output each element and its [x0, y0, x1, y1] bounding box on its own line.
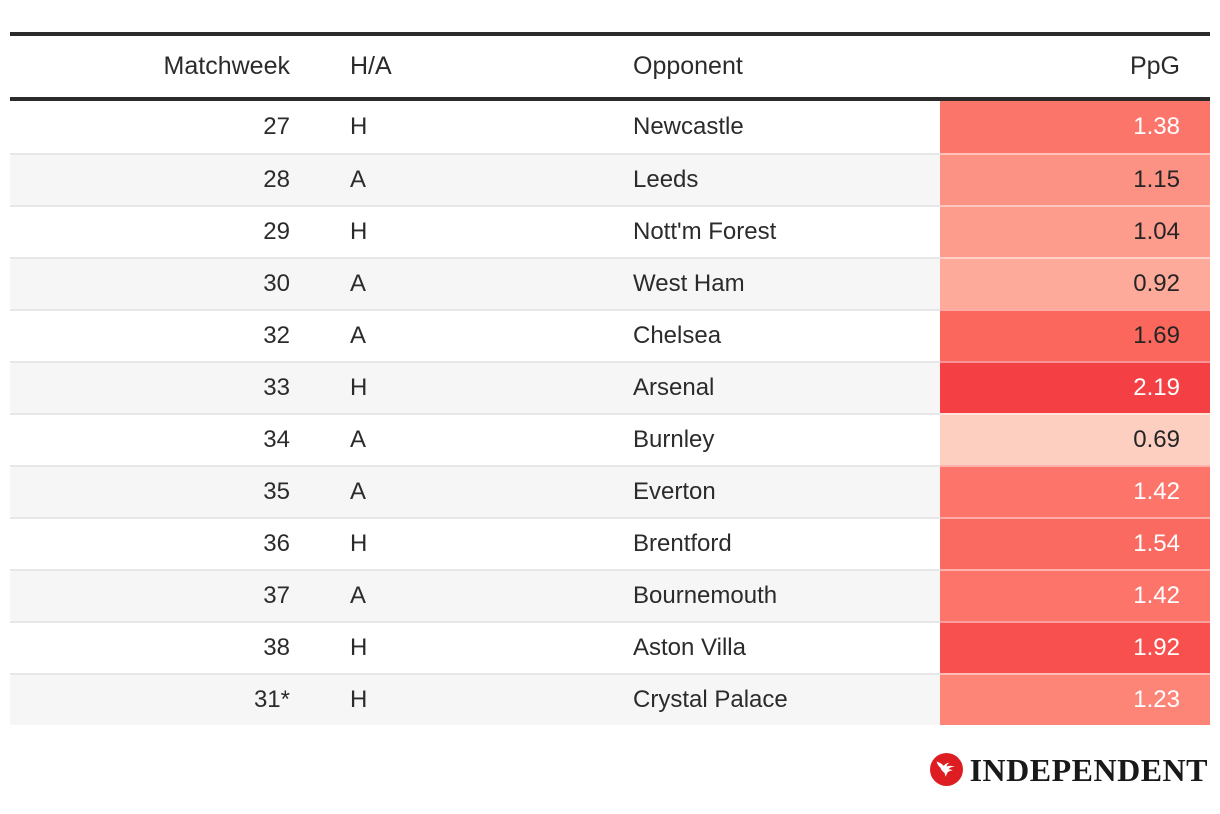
header-home-away: H/A — [350, 52, 392, 80]
ppg-cell: 1.04 — [940, 205, 1210, 257]
matchweek-cell: 29 — [263, 218, 290, 245]
home-away-cell: H — [350, 113, 368, 140]
home-away-cell: H — [350, 530, 368, 557]
footer: INDEPENDENT — [0, 753, 1208, 786]
table-row: 28 A Leeds 1.15 — [10, 153, 1210, 205]
opponent-cell: Arsenal — [633, 374, 715, 401]
home-away-cell: H — [350, 218, 368, 245]
opponent-cell: Nott'm Forest — [633, 218, 777, 245]
home-away-cell: H — [350, 374, 368, 401]
opponent-cell: Chelsea — [633, 322, 722, 349]
table-row: 30 A West Ham 0.92 — [10, 257, 1210, 309]
ppg-cell: 1.15 — [940, 153, 1210, 205]
home-away-cell: A — [350, 426, 367, 453]
fixtures-ppg-table: Matchweek H/A Opponent PpG 27 H Newcastl… — [10, 32, 1210, 725]
home-away-cell: A — [350, 270, 367, 297]
row-left-cells: 38 H Aston Villa — [10, 621, 940, 673]
row-left-cells: 28 A Leeds — [10, 153, 940, 205]
header-rule — [10, 97, 1210, 101]
ppg-cell: 1.69 — [940, 309, 1210, 361]
home-away-cell: A — [350, 166, 367, 193]
ppg-cell: 2.19 — [940, 361, 1210, 413]
table-row: 35 A Everton 1.42 — [10, 465, 1210, 517]
opponent-cell: Leeds — [633, 166, 699, 193]
header-matchweek: Matchweek — [163, 52, 290, 80]
home-away-cell: H — [350, 634, 368, 661]
matchweek-cell: 34 — [263, 426, 290, 453]
opponent-cell: Bournemouth — [633, 582, 778, 609]
row-left-cells: 37 A Bournemouth — [10, 569, 940, 621]
home-away-cell: H — [350, 686, 368, 713]
independent-wordmark: INDEPENDENT — [969, 751, 1208, 788]
ppg-cell: 0.92 — [940, 257, 1210, 309]
home-away-cell: A — [350, 322, 367, 349]
row-left-cells: 30 A West Ham — [10, 257, 940, 309]
opponent-cell: Aston Villa — [633, 634, 746, 661]
row-left-cells: 33 H Arsenal — [10, 361, 940, 413]
ppg-cell: 1.38 — [940, 101, 1210, 153]
home-away-cell: A — [350, 582, 367, 609]
row-left-cells: 35 A Everton — [10, 465, 940, 517]
ppg-cell: 1.92 — [940, 621, 1210, 673]
matchweek-cell: 32 — [263, 322, 290, 349]
table-row: 29 H Nott'm Forest 1.04 — [10, 205, 1210, 257]
ppg-cell: 1.54 — [940, 517, 1210, 569]
opponent-cell: Newcastle — [633, 113, 744, 140]
table-header-row: Matchweek H/A Opponent PpG — [10, 36, 1210, 97]
table-row: 37 A Bournemouth 1.42 — [10, 569, 1210, 621]
opponent-cell: Everton — [633, 478, 716, 505]
row-left-cells: 34 A Burnley — [10, 413, 940, 465]
opponent-cell: Burnley — [633, 426, 715, 453]
header-ppg: PpG — [1129, 52, 1180, 80]
table-row: 27 H Newcastle 1.38 — [10, 101, 1210, 153]
table-row: 38 H Aston Villa 1.92 — [10, 621, 1210, 673]
row-left-cells: 27 H Newcastle — [10, 101, 940, 153]
matchweek-cell: 27 — [263, 113, 290, 140]
opponent-cell: Crystal Palace — [633, 686, 788, 713]
row-left-cells: 32 A Chelsea — [10, 309, 940, 361]
row-left-cells: 29 H Nott'm Forest — [10, 205, 940, 257]
ppg-cell: 0.69 — [940, 413, 1210, 465]
matchweek-cell: 33 — [263, 374, 290, 401]
matchweek-cell: 36 — [263, 530, 290, 557]
table-row: 33 H Arsenal 2.19 — [10, 361, 1210, 413]
opponent-cell: West Ham — [633, 270, 745, 297]
header-opponent: Opponent — [633, 52, 743, 80]
table-row: 31* H Crystal Palace 1.23 — [10, 673, 1210, 725]
table-row: 36 H Brentford 1.54 — [10, 517, 1210, 569]
row-left-cells: 36 H Brentford — [10, 517, 940, 569]
ppg-cell: 1.23 — [940, 673, 1210, 725]
table-body: 27 H Newcastle 1.38 28 A Leeds 1.15 29 H… — [10, 101, 1210, 725]
row-left-cells: 31* H Crystal Palace — [10, 673, 940, 725]
matchweek-cell: 38 — [263, 634, 290, 661]
opponent-cell: Brentford — [633, 530, 732, 557]
matchweek-cell: 31* — [253, 686, 290, 713]
table-row: 32 A Chelsea 1.69 — [10, 309, 1210, 361]
matchweek-cell: 37 — [263, 582, 290, 609]
matchweek-cell: 28 — [263, 166, 290, 193]
matchweek-cell: 35 — [263, 478, 290, 505]
matchweek-cell: 30 — [263, 270, 290, 297]
home-away-cell: A — [350, 478, 367, 505]
ppg-cell: 1.42 — [940, 569, 1210, 621]
independent-eagle-icon — [929, 753, 963, 786]
top-rule — [10, 32, 1210, 36]
ppg-cell: 1.42 — [940, 465, 1210, 517]
table-row: 34 A Burnley 0.69 — [10, 413, 1210, 465]
